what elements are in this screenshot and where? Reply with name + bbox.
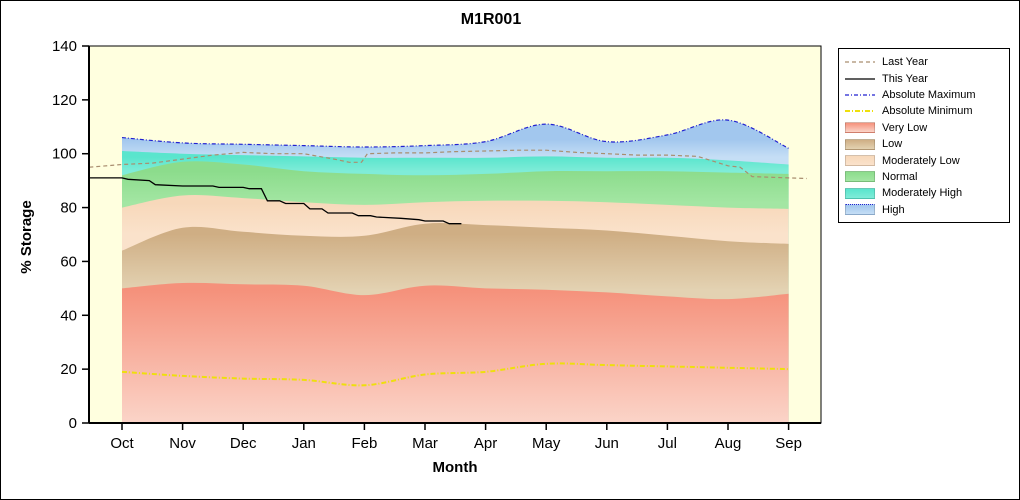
legend-item-normal: Normal: [845, 169, 1003, 185]
legend-label: Moderately High: [882, 187, 963, 200]
legend-item-last-year: Last Year: [845, 54, 1003, 70]
legend-item-high: High: [845, 202, 1003, 218]
line-absolute-maximum: [121, 119, 789, 149]
x-tick-label: Mar: [412, 435, 438, 452]
legend: Last Year This Year Absolute Maximum Absolu…: [838, 48, 1010, 223]
axes: 0 20 40 60 80 100 120 140 Oct Nov Dec Jan Feb Mar Apr M…: [52, 38, 822, 452]
legend-swatch-normal: [845, 171, 875, 183]
y-tick-label: 60: [60, 253, 77, 270]
legend-item-very-low: Very Low: [845, 120, 1003, 136]
chart-title: M1R001: [460, 11, 522, 28]
legend-label: Low: [882, 138, 903, 151]
legend-swatch-very-low: [845, 122, 875, 134]
x-tick-label: Nov: [169, 435, 196, 452]
legend-item-absolute-maximum: Absolute Maximum: [845, 87, 1003, 103]
x-tick-label: May: [532, 435, 561, 452]
band-very-low: [122, 282, 789, 423]
legend-swatch-absolute-maximum: [845, 94, 875, 96]
legend-label: Absolute Minimum: [882, 105, 973, 118]
legend-label: This Year: [882, 72, 928, 85]
x-axis-label: Month: [432, 459, 478, 476]
legend-swatch-this-year: [845, 77, 875, 80]
legend-label: Last Year: [882, 56, 928, 69]
legend-label: Normal: [882, 170, 918, 183]
legend-swatch-high: [845, 204, 875, 216]
x-tick-label: Jun: [595, 435, 619, 452]
legend-item-low: Low: [845, 136, 1003, 152]
y-tick-label: 80: [60, 200, 77, 217]
legend-swatch-moderately-high: [845, 187, 875, 199]
legend-label: High: [882, 203, 905, 216]
legend-swatch-low: [845, 138, 875, 150]
y-tick-label: 140: [52, 38, 77, 55]
x-tick-label: Oct: [110, 435, 134, 452]
legend-swatch-last-year: [845, 61, 875, 63]
y-tick-label: 120: [52, 92, 77, 109]
x-tick-label: Aug: [715, 435, 742, 452]
legend-swatch-absolute-minimum: [845, 110, 875, 113]
legend-item-moderately-high: Moderately High: [845, 185, 1003, 201]
legend-label: Absolute Maximum: [882, 88, 976, 101]
legend-item-absolute-minimum: Absolute Minimum: [845, 103, 1003, 119]
legend-item-moderately-low: Moderately Low: [845, 152, 1003, 168]
x-tick-label: Sep: [775, 435, 802, 452]
legend-item-this-year: This Year: [845, 70, 1003, 86]
x-tick-label: Jul: [658, 435, 677, 452]
legend-swatch-moderately-low: [845, 155, 875, 167]
x-tick-label: Dec: [230, 435, 257, 452]
legend-label: Moderately Low: [882, 154, 960, 167]
y-tick-label: 40: [60, 307, 77, 324]
x-tick-label: Jan: [292, 435, 316, 452]
x-tick-label: Feb: [351, 435, 377, 452]
line-this-year: [89, 177, 462, 225]
line-last-year: [89, 149, 807, 180]
y-tick-label: 100: [52, 146, 77, 163]
legend-label: Very Low: [882, 121, 928, 134]
y-tick-label: 0: [69, 415, 77, 432]
line-absolute-minimum: [121, 362, 789, 387]
y-tick-label: 20: [60, 361, 77, 378]
x-tick-label: Apr: [474, 435, 497, 452]
